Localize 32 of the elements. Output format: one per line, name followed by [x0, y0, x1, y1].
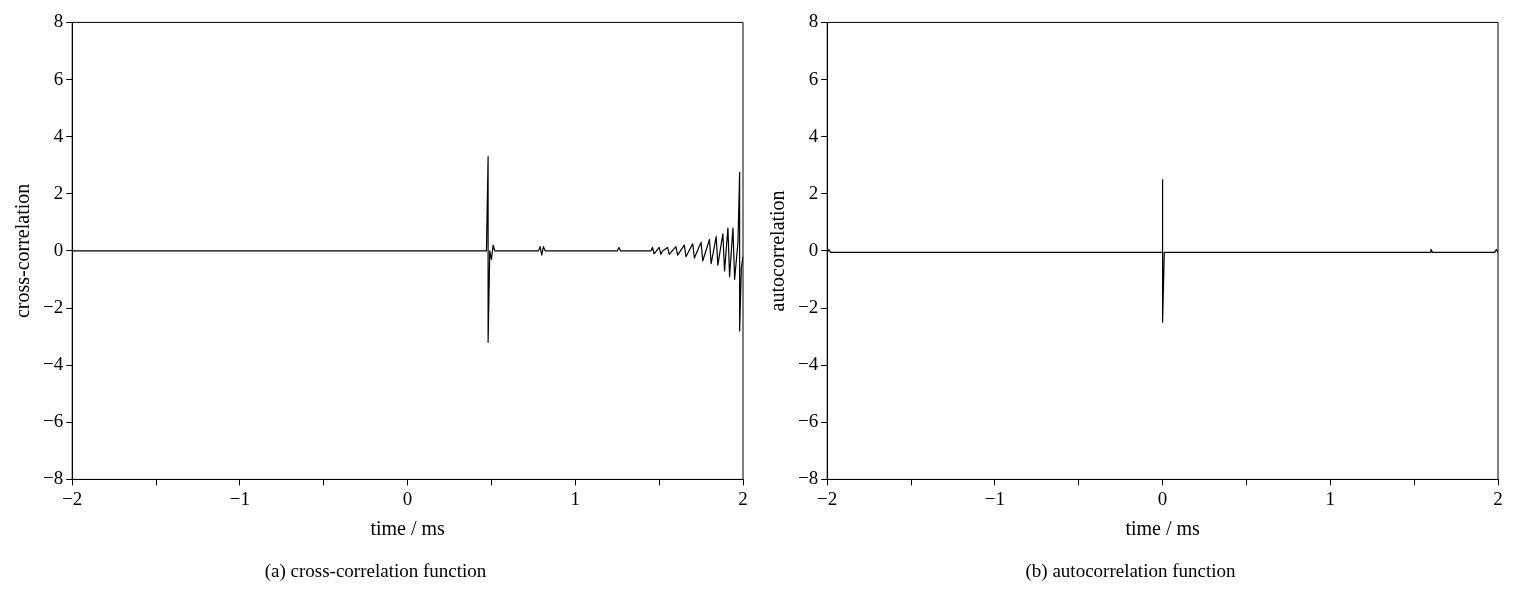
y-tick-label: −8 — [43, 467, 64, 489]
y-tick-label: 0 — [808, 238, 819, 260]
y-tick-label: 8 — [808, 10, 819, 32]
text: (b) autocorrelation function — [1025, 559, 1236, 582]
y-tick-label: −4 — [798, 353, 819, 375]
y-tick-label: −2 — [43, 296, 64, 318]
y-tick-label: −4 — [43, 353, 64, 375]
y-tick-label: 4 — [53, 124, 64, 146]
x-tick-label: 2 — [1493, 487, 1503, 509]
y-tick-label: 6 — [808, 67, 819, 89]
y-tick-label: −8 — [798, 467, 819, 489]
x-tick-label: 1 — [1325, 487, 1336, 509]
x-tick-label: 1 — [570, 487, 581, 509]
y-tick-label: 2 — [53, 181, 64, 203]
x-tick-label: 0 — [1157, 487, 1168, 509]
y-axis-title: autocorrelation — [766, 190, 789, 312]
x-tick-label: −1 — [229, 487, 251, 509]
x-axis-title: time / ms — [370, 517, 446, 540]
y-axis-title: cross-correlation — [11, 183, 34, 319]
x-tick-label: 2 — [738, 487, 748, 509]
y-tick-label: −2 — [798, 296, 819, 318]
y-tick-label: 0 — [53, 238, 64, 260]
x-tick-label: 0 — [402, 487, 413, 509]
y-tick-label: −6 — [43, 410, 64, 432]
x-axis-title: time / ms — [1125, 517, 1201, 540]
y-tick-label: 6 — [53, 67, 64, 89]
text: (a) cross-correlation function — [264, 559, 487, 582]
y-tick-label: 8 — [53, 10, 64, 32]
y-tick-label: −6 — [798, 410, 819, 432]
y-tick-label: 4 — [808, 124, 819, 146]
x-tick-label: −1 — [984, 487, 1006, 509]
y-tick-label: 2 — [808, 181, 819, 203]
